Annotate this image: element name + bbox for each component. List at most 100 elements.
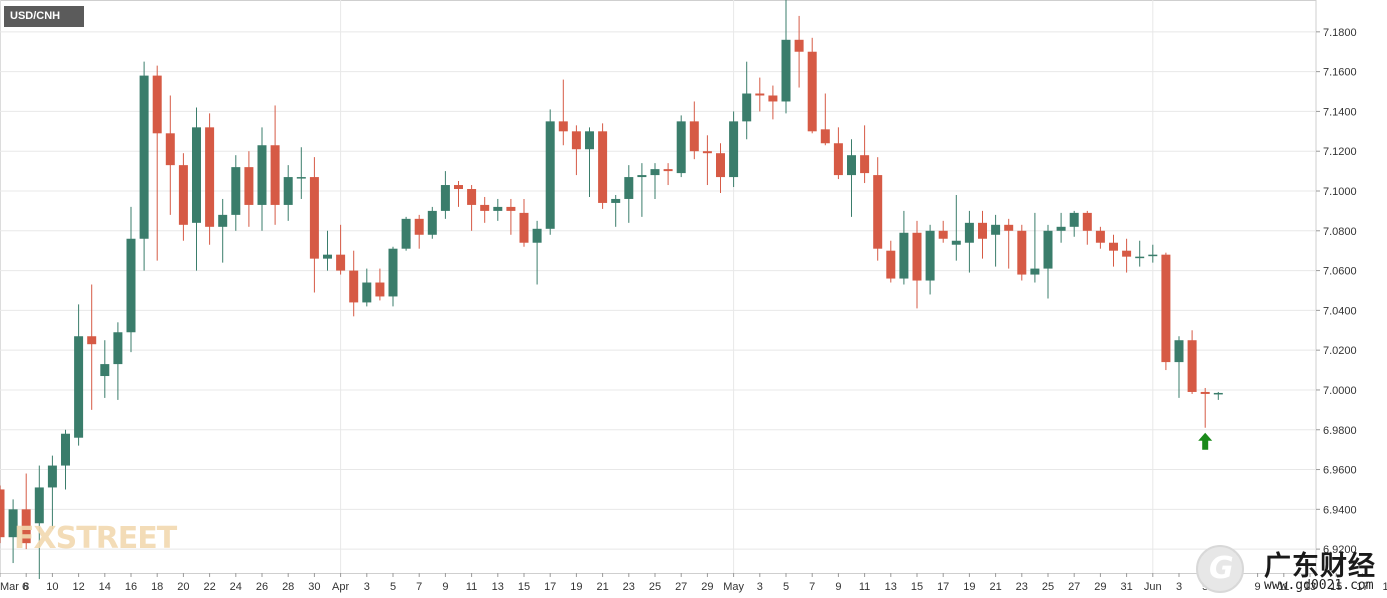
x-tick-label: 18: [151, 581, 163, 593]
candle-down: [270, 145, 280, 205]
y-tick-label: 6.9400: [1323, 504, 1357, 516]
x-tick-label: 11: [859, 581, 870, 593]
candle-down: [912, 232, 922, 281]
up-arrow-icon: [1198, 432, 1213, 450]
candle-up: [611, 198, 621, 203]
x-tick-label: 7: [416, 581, 422, 593]
y-tick-label: 7.1200: [1323, 146, 1357, 158]
x-tick-label: 17: [937, 581, 949, 593]
candle-up: [493, 206, 503, 211]
watermark: G 广东财经 www.gd0021.com: [1188, 542, 1387, 598]
candle-down: [1095, 230, 1105, 243]
candle-down: [794, 39, 804, 52]
x-tick-label: 30: [308, 581, 320, 593]
x-tick-label: 13: [885, 581, 897, 593]
x-tick-label: 13: [1304, 581, 1316, 593]
x-tick-label: 15: [1330, 581, 1342, 593]
candle-down: [1122, 250, 1132, 257]
candle-up: [1030, 268, 1040, 275]
candle-up: [47, 465, 57, 488]
x-tick-label: 29: [701, 581, 713, 593]
x-tick-label: Apr: [332, 581, 349, 593]
candle-up: [925, 230, 935, 281]
candle-up: [283, 177, 293, 205]
candle-down: [1082, 212, 1092, 231]
x-tick-label: 8: [23, 581, 29, 593]
candle-up: [231, 167, 241, 215]
candle-down: [336, 254, 346, 271]
candle-down: [860, 155, 870, 174]
candle-up: [1213, 392, 1223, 395]
x-tick-label: 3: [757, 581, 763, 593]
y-tick-label: 7.1000: [1323, 186, 1357, 198]
y-tick-label: 6.9600: [1323, 465, 1357, 477]
x-tick-label: 5: [390, 581, 396, 593]
candle-up: [991, 224, 1001, 235]
candle-up: [676, 121, 686, 174]
x-tick-label: 3: [1176, 581, 1182, 593]
candle-up: [139, 75, 149, 239]
x-tick-label: 25: [649, 581, 661, 593]
candle-down: [519, 212, 529, 243]
x-tick-label: 29: [1094, 581, 1106, 593]
x-tick-label: 24: [230, 581, 242, 593]
candle-up: [100, 364, 110, 377]
x-tick-label: 12: [72, 581, 84, 593]
x-tick-label: 15: [518, 581, 530, 593]
x-tick-label: 9: [442, 581, 448, 593]
candle-down: [414, 218, 424, 235]
watermark-title: 广东财经: [1264, 551, 1376, 582]
candle-up: [1069, 212, 1079, 227]
candle-down: [244, 167, 254, 205]
x-tick-label: Mar 6: [0, 581, 28, 593]
candle-up: [545, 121, 555, 229]
x-tick-label: 28: [282, 581, 294, 593]
candle-up: [218, 214, 228, 227]
candle-up: [899, 232, 909, 279]
candle-up: [624, 177, 634, 199]
fxstreet-logo: FXSTREET: [14, 521, 177, 556]
x-tick-label: 19: [1382, 581, 1387, 593]
x-tick-label: 15: [911, 581, 923, 593]
watermark-logo-icon: G: [1196, 545, 1244, 593]
candle-down: [375, 282, 385, 297]
candle-up: [650, 169, 660, 176]
candle-down: [1161, 254, 1171, 363]
candle-up: [192, 127, 201, 223]
candle-up: [440, 185, 450, 211]
y-tick-label: 7.1400: [1323, 106, 1357, 118]
y-tick-label: 7.0800: [1323, 226, 1357, 238]
candle-up: [729, 121, 739, 178]
candle-up: [1174, 340, 1184, 363]
candle-down: [689, 121, 699, 152]
candle-down: [938, 230, 948, 239]
candle-up: [362, 282, 372, 303]
candle-up: [323, 254, 332, 259]
candle-down: [598, 131, 608, 203]
x-tick-label: 16: [125, 581, 137, 593]
x-tick-label: 22: [203, 581, 215, 593]
x-tick-label: 10: [46, 581, 58, 593]
y-tick-label: 7.0000: [1323, 385, 1357, 397]
candle-up: [532, 228, 542, 243]
candle-up: [388, 248, 398, 297]
candle-up: [74, 336, 84, 438]
x-tick-label: 11: [466, 581, 477, 593]
y-tick-label: 7.0400: [1323, 305, 1357, 317]
watermark-url: www.gd0021.com: [1264, 578, 1374, 593]
candle-up: [257, 145, 267, 205]
y-tick-label: 7.1600: [1323, 67, 1357, 79]
x-tick-label: 21: [989, 581, 1001, 593]
x-tick-label: 21: [596, 581, 608, 593]
candle-down: [87, 336, 97, 345]
x-tick-label: May: [723, 581, 744, 593]
candle-up: [296, 177, 306, 179]
candle-down: [571, 131, 581, 150]
candle-down: [467, 189, 477, 205]
symbol-badge: USD/CNH: [4, 6, 84, 27]
candle-up: [964, 222, 974, 243]
x-tick-label: 23: [623, 581, 635, 593]
x-tick-label: 23: [1016, 581, 1028, 593]
y-tick-label: 6.9800: [1323, 425, 1357, 437]
y-tick-label: 7.0200: [1323, 345, 1357, 357]
